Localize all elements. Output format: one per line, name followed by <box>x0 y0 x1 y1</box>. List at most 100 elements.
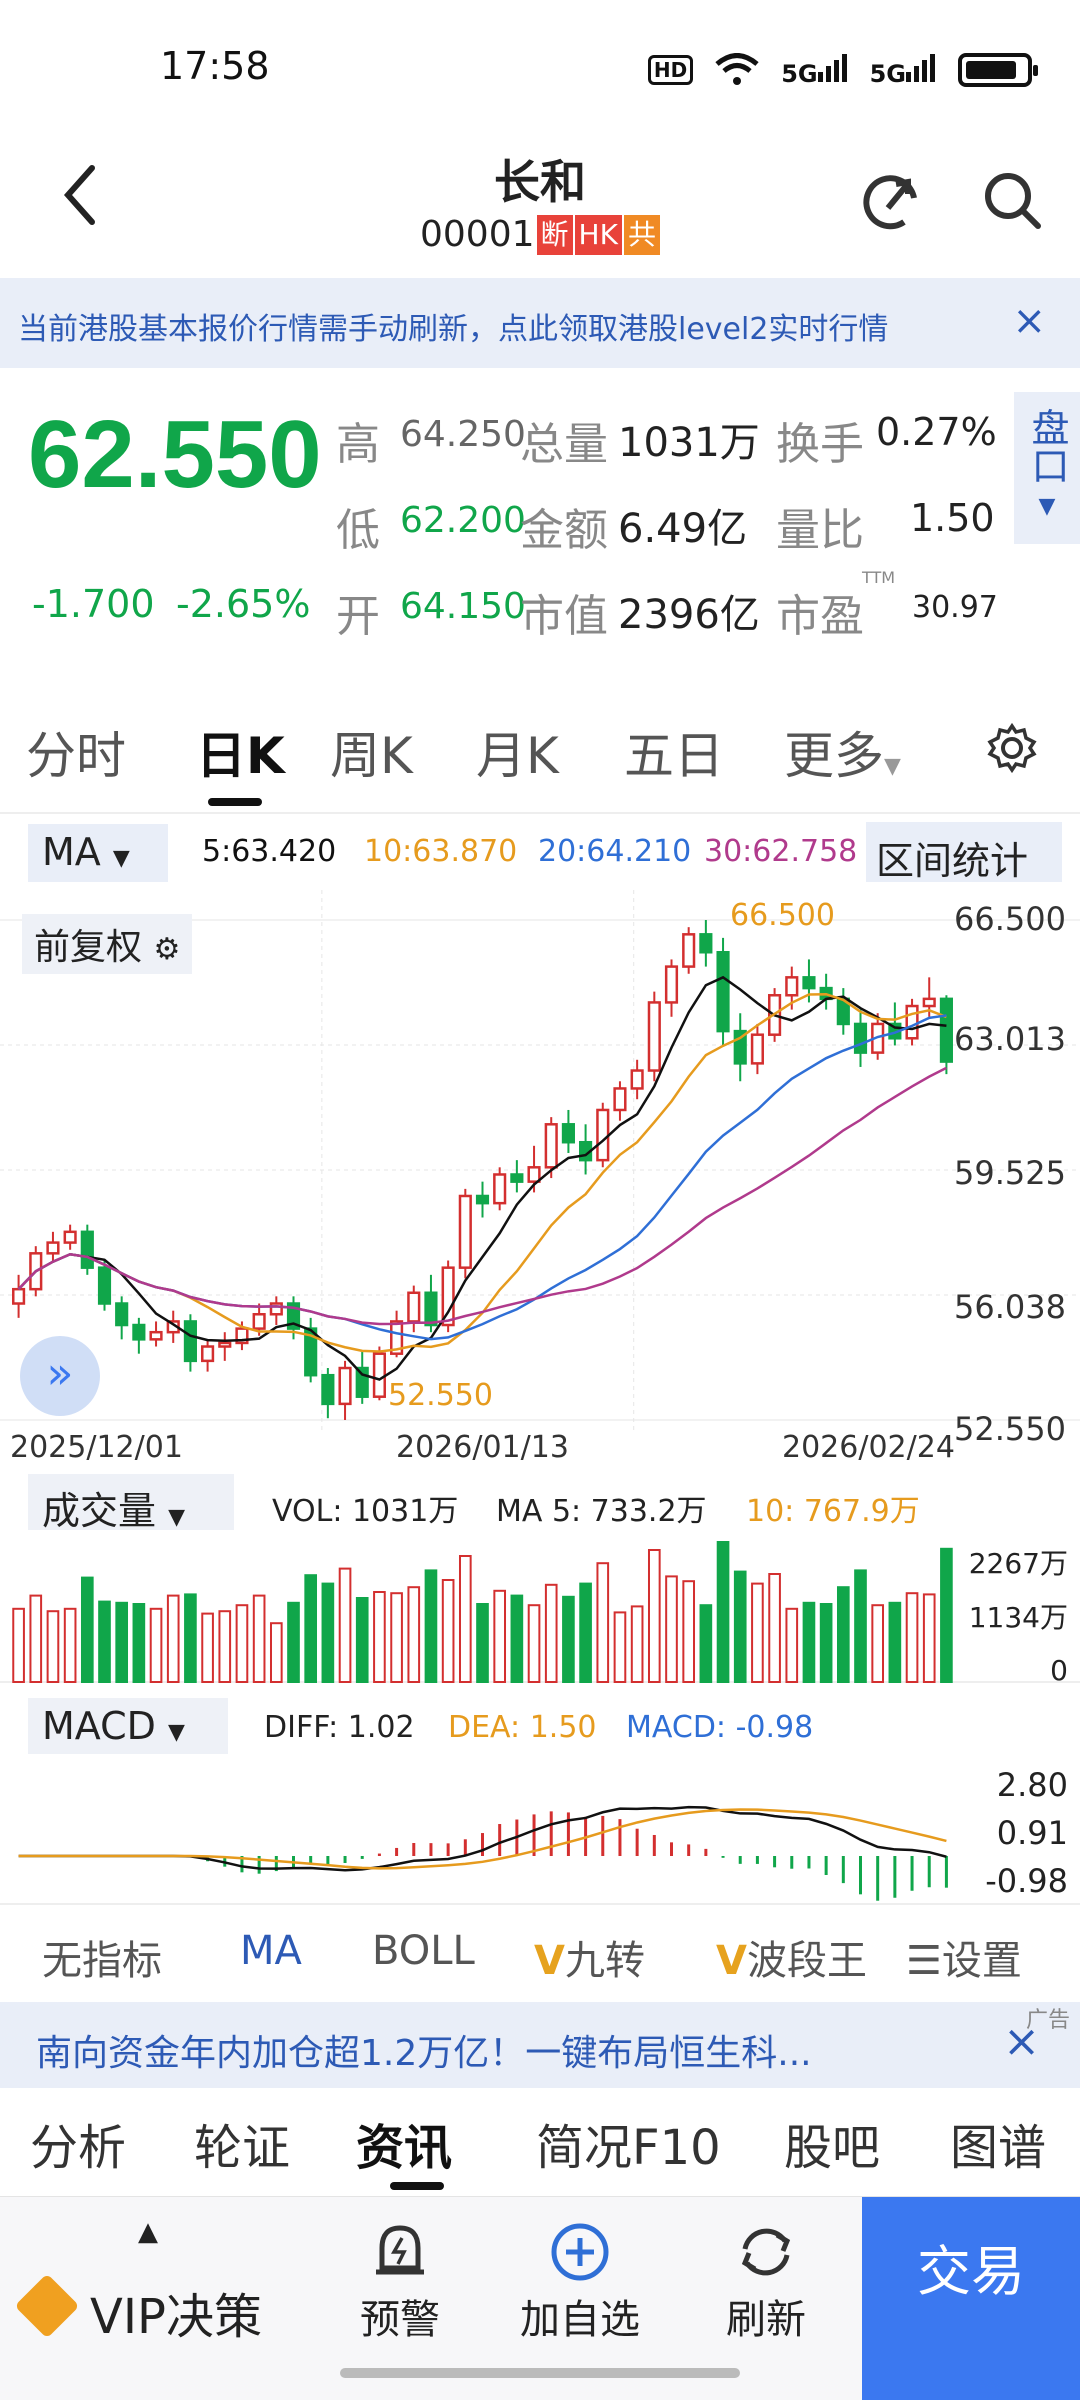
vol-ratio-value: 1.50 <box>910 496 995 540</box>
caret-down-icon: ▼ <box>168 1505 186 1530</box>
caret-down-icon: ▼ <box>168 1720 185 1745</box>
candle <box>390 1320 404 1355</box>
tab-intraday[interactable]: 分时 <box>26 727 126 785</box>
ad-banner[interactable]: 南向资金年内加仓超1.2万亿！一键布局恒生科... 广告 × <box>0 2002 1080 2088</box>
tab-monthly-k[interactable]: 月K <box>476 727 559 785</box>
tab-analysis[interactable]: 分析 <box>30 2120 127 2176</box>
tab-f10[interactable]: 简况F10 <box>536 2120 721 2176</box>
refresh-label: 刷新 <box>726 2297 806 2343</box>
volume-chart[interactable] <box>0 1534 1080 1684</box>
candle <box>218 1341 232 1348</box>
current-price: 62.550 <box>28 401 322 508</box>
x-tick-1: 2025/12/01 <box>10 1430 183 1465</box>
macd-indicator-select[interactable]: MACD ▼ <box>28 1698 228 1754</box>
volume-bar <box>12 1607 25 1683</box>
volume-bar <box>527 1604 541 1683</box>
volume-bar <box>321 1582 335 1683</box>
indicator-settings[interactable]: ☰设置 <box>906 1928 1022 1986</box>
volume-bar <box>579 1582 592 1683</box>
close-icon[interactable]: × <box>1003 2016 1040 2067</box>
indicator-none[interactable]: 无指标 <box>42 1938 162 1984</box>
tag-share: 共 <box>623 214 660 255</box>
trade-button[interactable]: 交易 <box>862 2197 1080 2400</box>
candle <box>80 1230 94 1269</box>
adjust-toggle[interactable]: 前复权 ⚙ <box>22 914 193 974</box>
expand-button[interactable]: » <box>20 1336 100 1416</box>
candle <box>630 1069 644 1090</box>
vip-decision-button[interactable]: ▲ VIP决策 <box>0 2197 300 2400</box>
macd-chart[interactable] <box>0 1756 1080 1906</box>
candle <box>493 1173 507 1205</box>
alert-label: 预警 <box>360 2297 440 2343</box>
ad-tag: 广告 <box>1025 2008 1070 2033</box>
volume-bar <box>201 1612 214 1683</box>
ad-text[interactable]: 南向资金年内加仓超1.2万亿！一键布局恒生科... <box>36 2033 812 2074</box>
back-button[interactable] <box>54 160 104 230</box>
tab-more[interactable]: 更多▼ <box>784 716 901 788</box>
volume-bar <box>751 1582 764 1683</box>
volume-bar <box>98 1600 111 1683</box>
volume-label: 总量 <box>520 419 608 470</box>
refresh-button[interactable]: 刷新 <box>676 2217 856 2345</box>
ma5-value: 5:63.420 <box>202 834 337 869</box>
candle <box>424 1291 438 1327</box>
mktcap-value: 2396亿 <box>618 592 760 638</box>
volume-bar <box>149 1607 163 1683</box>
add-watchlist-button[interactable]: 加自选 <box>490 2217 670 2345</box>
tab-graph[interactable]: 图谱 <box>950 2120 1047 2176</box>
notice-text[interactable]: 当前港股基本报价行情需手动刷新，点此领取港股level2实时行情 <box>18 312 889 347</box>
indicator-ma[interactable]: MA <box>240 1928 302 1974</box>
ma-lines <box>17 975 947 1381</box>
candle <box>922 997 936 1008</box>
alert-button[interactable]: 预警 <box>310 2217 490 2345</box>
candle <box>12 1287 26 1305</box>
volume-indicator-select[interactable]: 成交量 ▼ <box>28 1474 234 1533</box>
volume-bar <box>390 1592 403 1684</box>
volume-bar <box>854 1569 867 1683</box>
candle <box>235 1327 249 1345</box>
level2-notice[interactable]: 当前港股基本报价行情需手动刷新，点此领取港股level2实时行情 × <box>0 278 1080 368</box>
candlestick-chart[interactable] <box>0 890 1080 1470</box>
indicator-nine-turn[interactable]: V九转 <box>534 1928 645 1986</box>
ma-indicator-select[interactable]: MA ▼ <box>28 824 168 882</box>
home-indicator[interactable] <box>340 2368 740 2378</box>
tab-news[interactable]: 资讯 <box>356 2120 453 2176</box>
order-book-button[interactable]: 盘口 ▼ <box>1014 392 1080 544</box>
amount-label: 金额 <box>520 505 608 556</box>
macd-select-label: MACD <box>42 1704 156 1748</box>
stock-code: 00001 <box>420 214 535 255</box>
x-tick-3: 2026/02/24 <box>782 1430 955 1465</box>
volume-bar <box>476 1603 489 1683</box>
candle <box>699 933 713 954</box>
x-tick-2: 2026/01/13 <box>396 1430 569 1465</box>
indicator-boll[interactable]: BOLL <box>372 1928 475 1974</box>
settings-icon[interactable] <box>986 722 1038 774</box>
tag-hk: HK <box>574 214 622 255</box>
add-watchlist-label: 加自选 <box>520 2297 640 2343</box>
volume-bar <box>682 1580 696 1684</box>
tab-forum[interactable]: 股吧 <box>784 2120 881 2176</box>
macd-y-tick-2: 0.91 <box>996 1814 1068 1852</box>
tab-warrants[interactable]: 轮证 <box>194 2120 291 2176</box>
candle <box>441 1266 455 1327</box>
volume-bar <box>544 1583 558 1683</box>
tab-daily-k[interactable]: 日K <box>196 727 285 785</box>
chevron-down-icon: ▼ <box>884 754 901 779</box>
tab-weekly-k[interactable]: 周K <box>330 727 413 785</box>
refresh-icon[interactable] <box>858 168 926 236</box>
tab-five-day[interactable]: 五日 <box>624 727 724 785</box>
tab-indicator <box>390 2182 444 2190</box>
volume-bar <box>888 1601 902 1683</box>
indicator-wave-king[interactable]: V波段王 <box>716 1928 867 1986</box>
v-badge-icon: V <box>716 1938 747 1984</box>
tab-indicator <box>208 798 262 806</box>
range-stats-button[interactable]: 区间统计 <box>866 822 1062 883</box>
volume-bar <box>166 1594 180 1683</box>
candle <box>716 951 730 1033</box>
search-icon[interactable] <box>980 168 1044 232</box>
close-icon[interactable]: × <box>1012 298 1046 344</box>
adjust-label: 前复权 <box>34 927 143 968</box>
macd-y-tick-1: 2.80 <box>996 1766 1068 1804</box>
candle <box>269 1302 283 1316</box>
candle <box>905 1004 919 1040</box>
